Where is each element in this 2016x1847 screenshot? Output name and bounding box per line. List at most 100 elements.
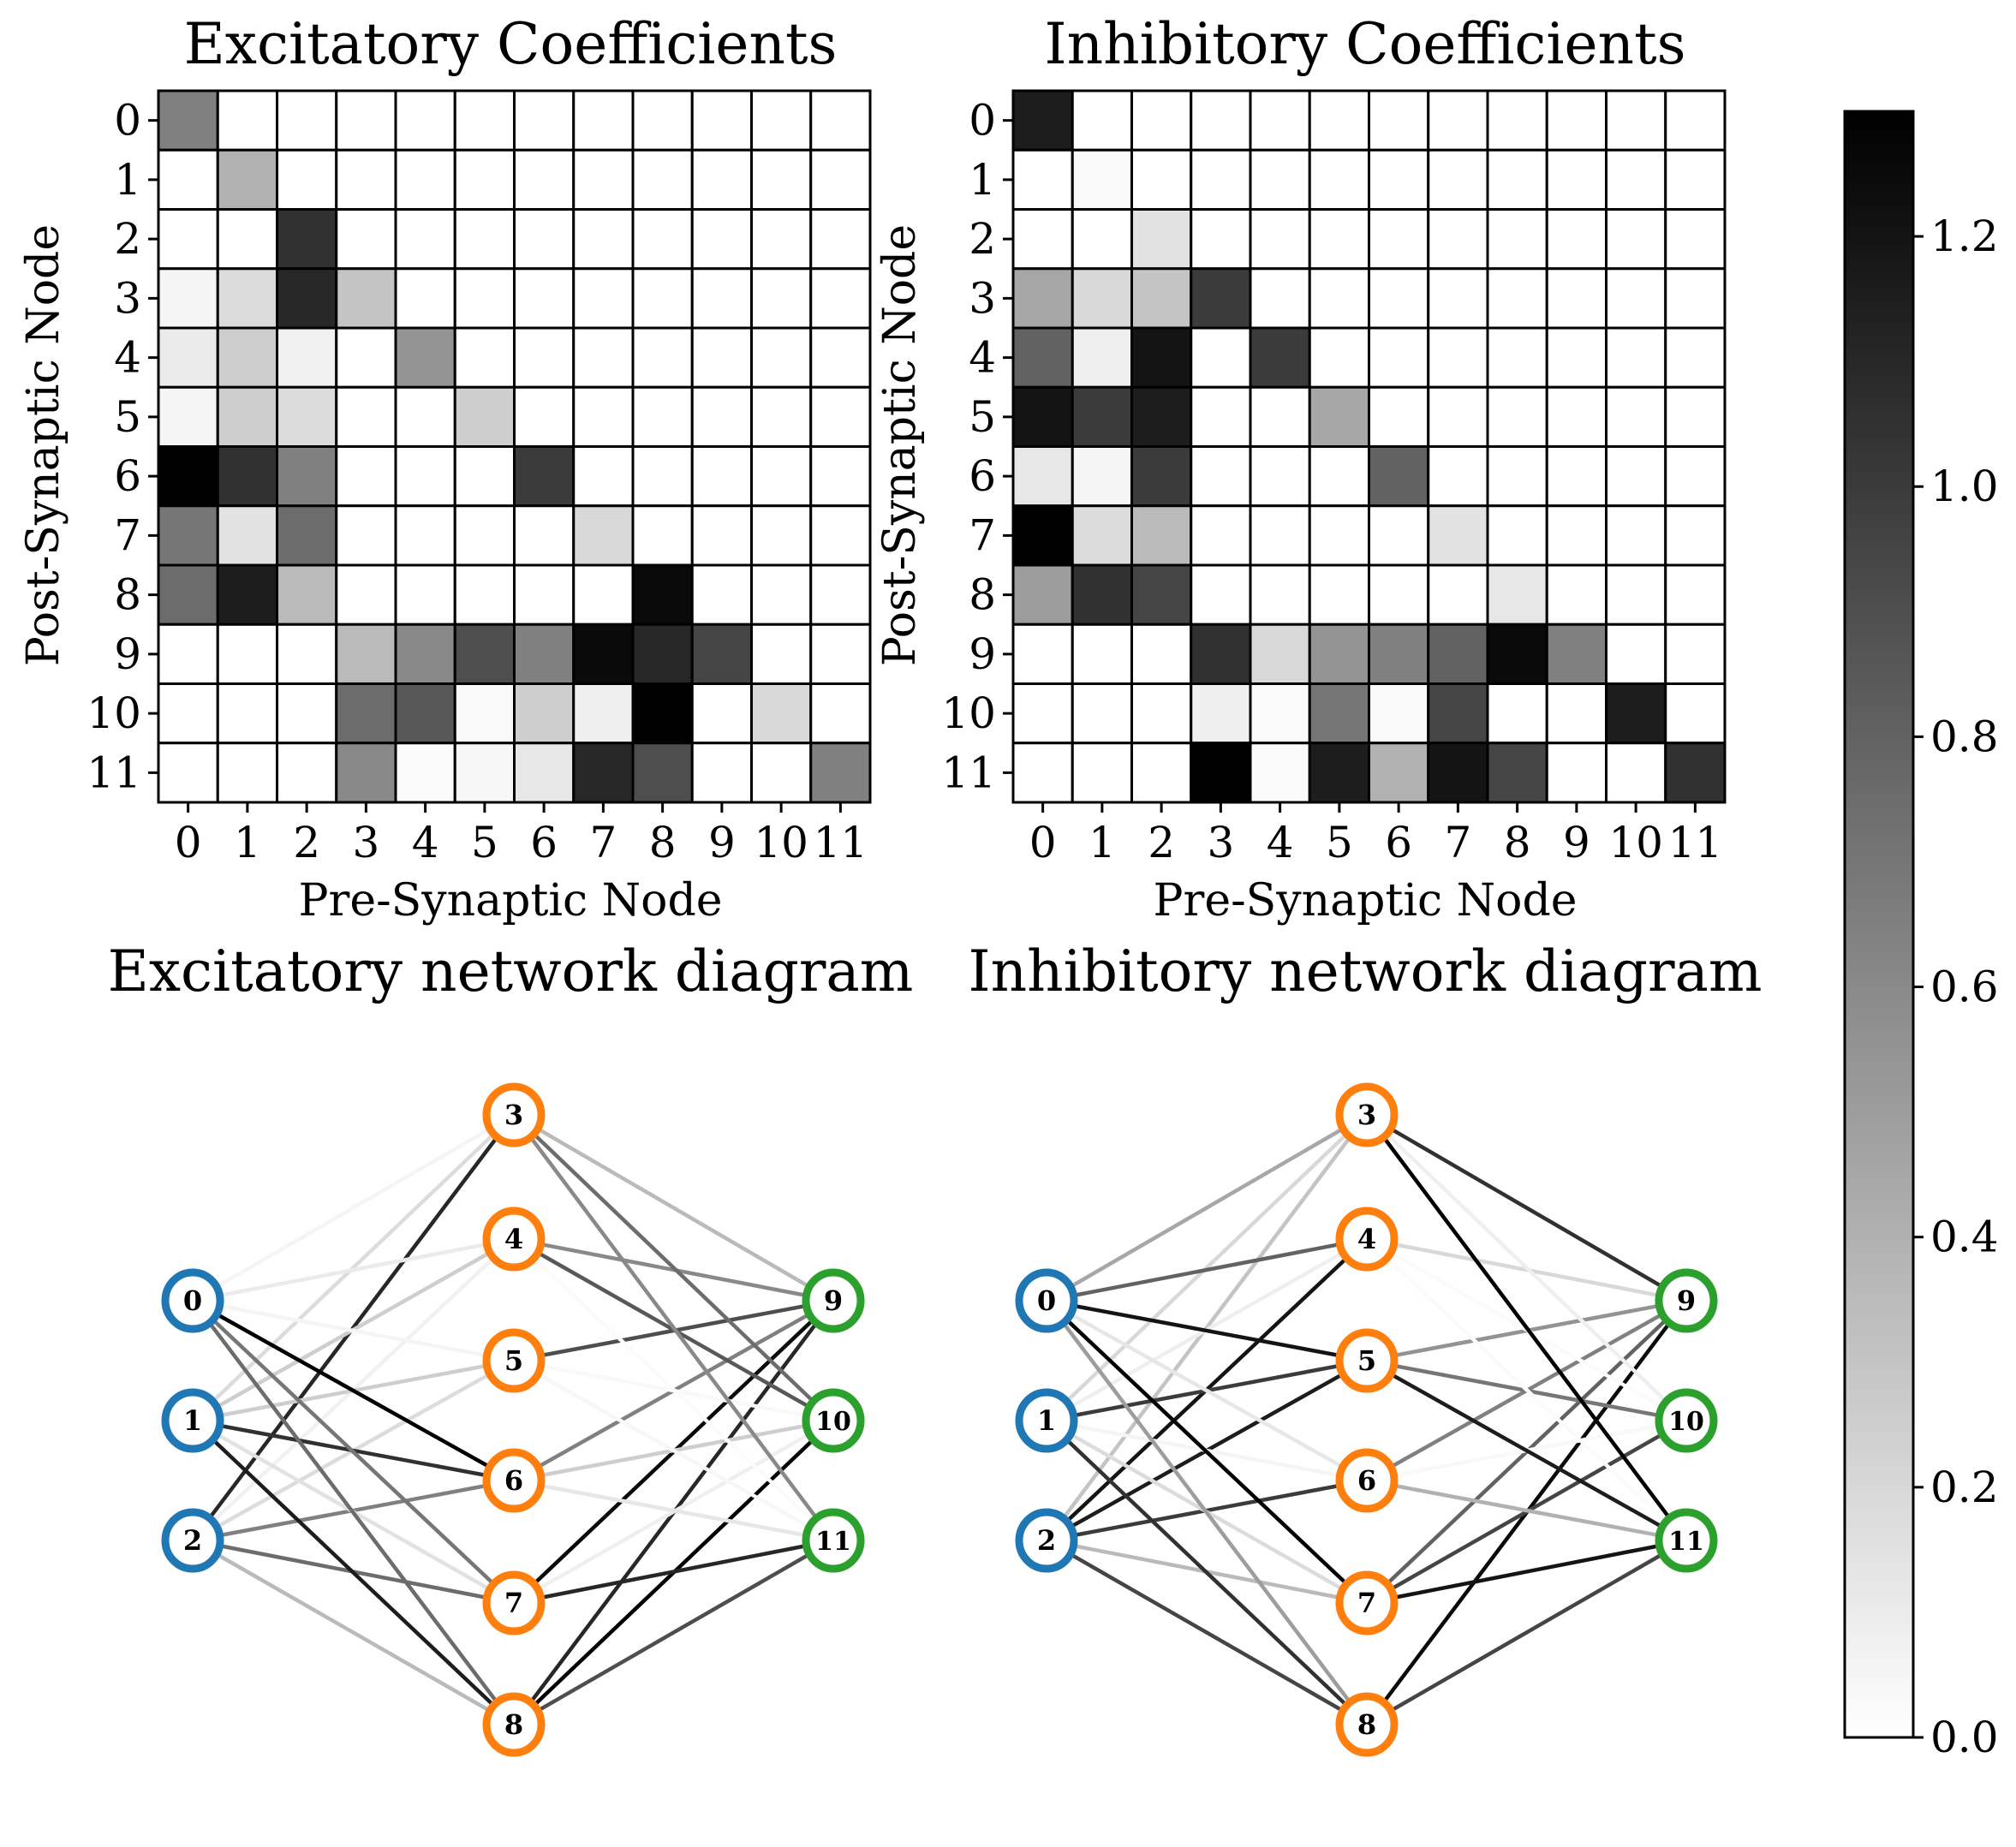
heatmap-cell xyxy=(335,385,397,448)
heatmap-cell xyxy=(216,385,278,448)
heatmap-cell xyxy=(631,148,694,211)
network-edge xyxy=(513,1478,834,1543)
inhibitory-heatmap: Inhibitory Coefficients 0 1 2 3 4 5 6 7 8 9 10 11 0… xyxy=(874,11,1727,926)
heatmap-cell xyxy=(335,742,397,804)
colorbar-ticks: 0.0 0.2 0.4 0.6 0.8 1.0 1.2 xyxy=(1913,212,1999,1762)
heatmap-cell xyxy=(1249,326,1311,389)
heatmap-cell xyxy=(157,623,219,685)
heatmap-cell xyxy=(453,504,516,567)
heatmap-cell xyxy=(216,742,278,804)
heatmap-cell xyxy=(750,385,813,448)
heatmap-cell xyxy=(1011,148,1074,211)
x-tick-label: 6 xyxy=(1385,818,1412,867)
heatmap-cell xyxy=(690,326,753,389)
heatmap-cell xyxy=(1368,504,1430,567)
heatmap-cell xyxy=(394,326,456,389)
network-edge xyxy=(191,1419,516,1726)
network-node xyxy=(482,1328,546,1393)
heatmap-cell xyxy=(750,682,813,745)
heatmap-cell xyxy=(1249,742,1311,804)
heatmap-cell xyxy=(1071,445,1133,508)
inhibitory-network-title: Inhibitory network diagram xyxy=(969,938,1763,1004)
heatmap-cell xyxy=(750,445,813,508)
heatmap-cell xyxy=(276,385,338,448)
heatmap-cell xyxy=(1130,445,1193,508)
inhibitory-heatmap-xlabel: Pre-Synaptic Node xyxy=(1153,875,1577,926)
heatmap-cell xyxy=(1011,445,1074,508)
heatmap-cell xyxy=(690,623,753,685)
heatmap-cell xyxy=(335,208,397,271)
heatmap-cell xyxy=(1308,623,1370,685)
colorbar-tick-label: 0.2 xyxy=(1930,1463,1999,1512)
network-edge xyxy=(1045,1299,1369,1482)
heatmap-cell xyxy=(1605,208,1667,271)
x-tick-label: 9 xyxy=(708,818,736,867)
network-edge xyxy=(512,1539,835,1726)
heatmap-cell xyxy=(1130,682,1193,745)
heatmap-cell xyxy=(157,267,219,330)
network-node xyxy=(1015,1508,1078,1573)
heatmap-cell xyxy=(1249,623,1311,685)
heatmap-cell xyxy=(631,742,694,804)
heatmap-cell xyxy=(394,89,456,152)
network-edge xyxy=(1365,1113,1688,1302)
heatmap-cell xyxy=(394,445,456,508)
heatmap-cell xyxy=(216,682,278,745)
heatmap-cell xyxy=(1545,385,1607,448)
heatmap-cell xyxy=(1249,89,1311,152)
heatmap-cell xyxy=(809,623,872,685)
inhibitory-network-edges xyxy=(1045,1113,1688,1726)
network-node xyxy=(1335,1207,1399,1272)
heatmap-cell xyxy=(1545,208,1607,271)
heatmap-cell xyxy=(690,267,753,330)
heatmap-cell xyxy=(394,504,456,567)
heatmap-cell xyxy=(750,504,813,567)
y-tick-label: 7 xyxy=(969,510,996,560)
x-tick-label: 1 xyxy=(234,818,261,867)
heatmap-cell xyxy=(809,326,872,389)
y-tick-label: 9 xyxy=(114,629,141,679)
x-tick-label: 8 xyxy=(649,818,677,867)
network-node-label: 10 xyxy=(815,1407,851,1437)
heatmap-cell xyxy=(216,89,278,152)
heatmap-cell xyxy=(157,148,219,211)
heatmap-cell xyxy=(513,445,576,508)
network-node-label: 3 xyxy=(504,1099,523,1131)
heatmap-cell xyxy=(1427,89,1489,152)
inhibitory-network: Inhibitory network diagram 0 1 2 3 4 5 6 7 8 9 10 1… xyxy=(969,938,1763,1757)
heatmap-cell xyxy=(1308,208,1370,271)
heatmap-cell xyxy=(631,208,694,271)
heatmap-cell xyxy=(1071,148,1133,211)
y-tick-label: 0 xyxy=(114,96,141,146)
heatmap-cell xyxy=(1071,326,1133,389)
heatmap-cell xyxy=(1605,445,1667,508)
heatmap-cell xyxy=(394,563,456,626)
y-tick-label: 5 xyxy=(969,392,996,442)
heatmap-cell xyxy=(1011,326,1074,389)
heatmap-cell xyxy=(335,148,397,211)
network-edge xyxy=(192,1236,515,1303)
heatmap-cell xyxy=(1664,623,1727,685)
heatmap-cell xyxy=(1308,385,1370,448)
heatmap-cell xyxy=(1664,445,1727,508)
heatmap-cell xyxy=(453,563,516,626)
heatmap-cell xyxy=(216,563,278,626)
heatmap-cell xyxy=(1605,385,1667,448)
heatmap-cell xyxy=(394,208,456,271)
heatmap-cell xyxy=(1190,89,1252,152)
heatmap-cell xyxy=(216,208,278,271)
heatmap-cell xyxy=(1427,208,1489,271)
heatmap-cell xyxy=(157,504,219,567)
network-edge xyxy=(1046,1236,1368,1303)
heatmap-cell xyxy=(276,89,338,152)
network-node-label: 11 xyxy=(1668,1527,1704,1557)
y-tick-label: 1 xyxy=(114,155,141,205)
heatmap-cell xyxy=(1308,682,1370,745)
heatmap-cell xyxy=(1664,504,1727,567)
heatmap-cell xyxy=(276,563,338,626)
heatmap-cell xyxy=(1486,326,1548,389)
heatmap-cell xyxy=(453,89,516,152)
network-node-label: 1 xyxy=(1037,1404,1056,1437)
heatmap-cell xyxy=(1071,89,1133,152)
